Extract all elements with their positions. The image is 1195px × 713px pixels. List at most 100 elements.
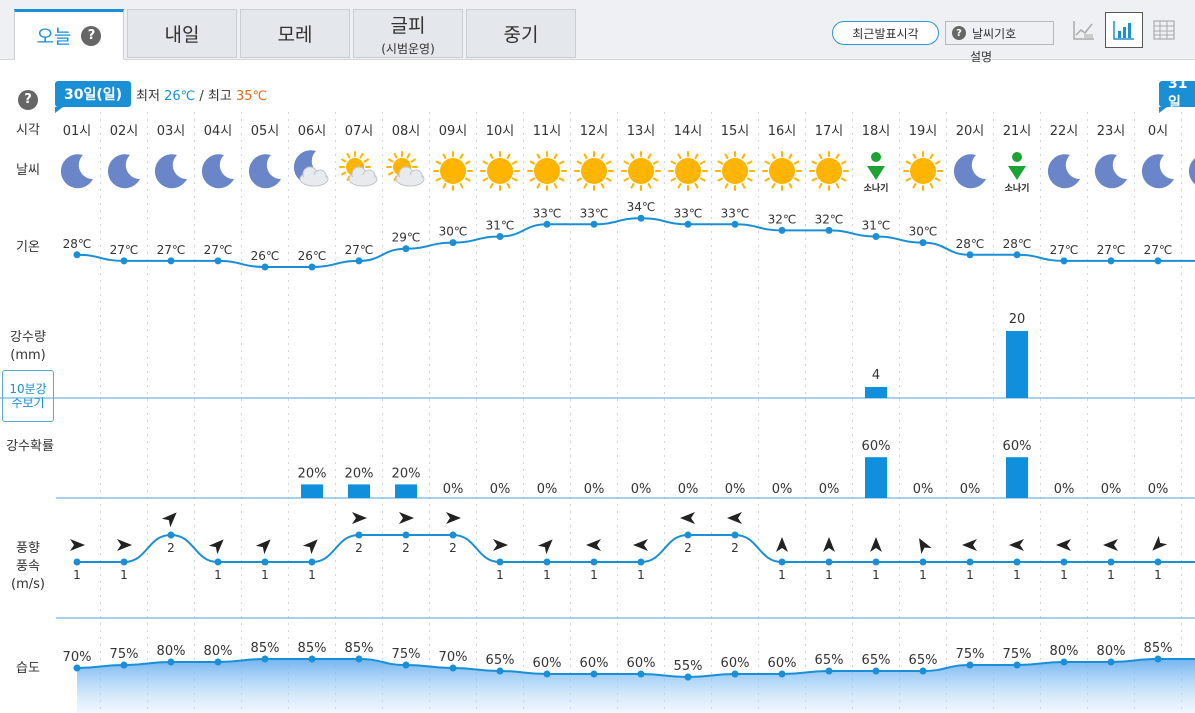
wind-direction-arrow [255,539,271,555]
row-label-wind-unit: (m/s) [11,577,45,592]
tab-tomorrow[interactable]: 내일 [127,9,237,58]
wind-direction-arrow [302,539,318,555]
date-flag-next: 31일 [1159,76,1195,113]
precip-prob-bar [1006,457,1028,498]
recent-release-button[interactable]: 최근발표시각 [832,21,939,45]
row-label-precip-unit: (mm) [10,348,46,363]
temperature-point [543,220,551,228]
humidity-point [120,661,128,669]
bar-chart-view-button[interactable] [1105,12,1143,48]
wind-direction-arrow [70,539,85,551]
wind-direction-arrow [919,538,932,555]
humidity-label: 65% [862,653,891,668]
wind-speed-label: 1 [637,568,645,582]
table-view-button[interactable] [1145,12,1183,48]
tab-day-after[interactable]: 모레 [240,9,350,58]
humidity-point [825,667,833,675]
hour-label: 04시 [204,124,233,139]
temperature-point [496,233,504,240]
humidity-point [167,658,175,666]
wind-speed-point [684,531,692,539]
wind-speed-label: 1 [496,568,504,582]
precip-prob-bar [348,484,370,498]
wind-speed-label: 1 [1060,568,1068,582]
temperature-label: 34℃ [627,200,656,214]
temperature-label: 32℃ [768,212,797,226]
wind-direction-arrow [823,537,835,552]
tab-today[interactable]: 오늘 ? [14,9,124,60]
help-icon[interactable]: ? [81,25,102,46]
wind-speed-point [872,558,880,566]
temperature-label: 33℃ [580,206,609,220]
sun-icon [668,151,708,191]
wind-direction-arrow [727,512,742,524]
humidity-label: 60% [580,656,609,671]
weather-legend-label: 날씨기호 [972,26,1017,41]
wind-speed-label: 2 [167,541,175,555]
tab-three-days[interactable]: 글피 (시범운영) [353,9,463,58]
row-label-prob: 강수확률 [6,439,54,454]
humidity-label: 60% [721,656,750,671]
humidity-point [872,667,880,675]
temperature-label: 26℃ [251,249,280,263]
ten-minute-precip-button[interactable]: 10분강수보기 [2,370,54,422]
temperature-label: 29℃ [392,231,421,245]
precip-bar [865,387,887,398]
wind-speed-point [966,558,974,566]
humidity-point [637,670,645,678]
hour-label: 0시 [1148,124,1168,139]
humidity-point [684,673,692,681]
humidity-label: 75% [956,647,985,662]
temperature-label: 28℃ [63,237,92,251]
wind-speed-point [355,531,363,539]
temperature-point [1107,257,1115,265]
wind-direction-arrow [446,512,461,524]
hour-label: 21시 [1003,124,1032,139]
row-label-temp: 기온 [16,240,40,255]
date-flag-current: 30일(일) [55,81,132,113]
date-current: 30일(일) [64,87,123,103]
sun-cloud-icon [386,151,425,187]
max-label: 최고 [207,89,232,104]
humidity-point [1107,658,1115,666]
precip-prob-label: 0% [913,482,934,497]
humidity-point [402,661,410,669]
wind-speed-label: 1 [261,568,269,582]
humidity-point [543,670,551,678]
tab-sublabel: (시범운영) [381,41,435,56]
temperature-point [1154,257,1162,265]
wind-direction-arrow [870,537,882,552]
precip-prob-label: 0% [1054,482,1075,497]
wind-speed-label: 2 [684,541,692,555]
precip-bar [1006,331,1028,398]
hour-label: 11시 [533,124,562,139]
tab-midterm[interactable]: 중기 [466,9,576,58]
line-chart-view-button[interactable] [1065,12,1103,48]
humidity-label: 55% [674,659,703,674]
temperature-label: 28℃ [1003,237,1032,251]
row-label-humidity: 습도 [16,661,40,676]
wind-direction-arrow [776,537,788,552]
sun-icon [762,151,802,191]
wind-speed-point [1013,558,1021,566]
temperature-label: 27℃ [157,243,186,257]
moon-icon [1188,158,1195,185]
moon-icon [1047,154,1080,189]
wind-speed-label: 2 [402,541,410,555]
top-bar: 오늘 ? 내일 모레 글피 (시범운영) 중기 최근발표시각 ? 날씨기호 [0,0,1195,60]
humidity-point [778,670,786,678]
temperature-point [120,257,128,265]
precip-prob-label: 0% [584,482,605,497]
wind-speed-point [590,558,598,566]
precip-prob-label: 0% [772,482,793,497]
wind-direction-arrow [1103,539,1118,551]
wind-direction-arrow [633,539,648,551]
humidity-label: 85% [298,641,327,656]
row-label-wind-dir: 풍향 [16,541,40,556]
wind-direction-arrow [1152,535,1168,551]
weather-legend-button[interactable]: ? 날씨기호 [945,21,1054,45]
moon-icon [248,154,281,189]
humidity-point [731,670,739,678]
help-button[interactable]: ? [18,88,38,110]
sun-icon [480,151,520,191]
